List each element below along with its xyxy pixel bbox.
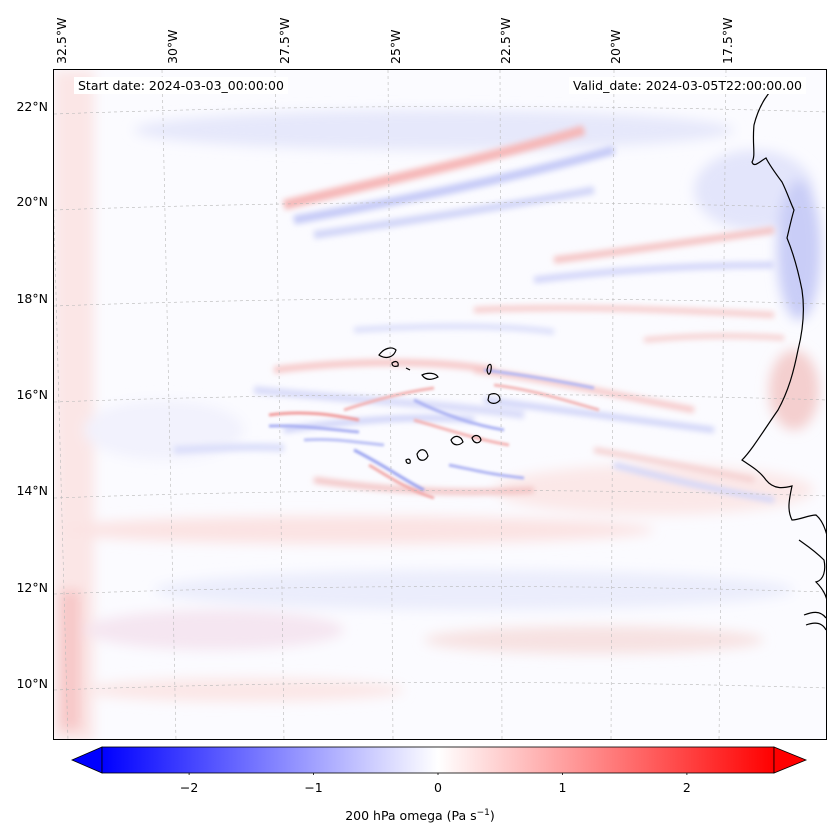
lat-label-22n: 22°N bbox=[16, 99, 48, 114]
omega-streaks bbox=[173, 125, 785, 503]
colorbar bbox=[70, 746, 808, 775]
colorbar-gradient bbox=[101, 746, 775, 774]
lat-label-20n: 20°N bbox=[16, 194, 48, 209]
lat-label-16n: 16°N bbox=[16, 387, 48, 402]
coastline bbox=[741, 83, 826, 631]
omega-field-map bbox=[54, 70, 826, 739]
lon-label-20w: 20°W bbox=[608, 29, 623, 64]
start-date-label: Start date: 2024-03-03_00:00:00 bbox=[74, 77, 288, 94]
colorbar-label-exponent: −1 bbox=[476, 808, 490, 818]
graticule bbox=[54, 70, 826, 739]
lon-label-22-5w: 22.5°W bbox=[498, 17, 513, 64]
colorbar-tick-label: 1 bbox=[558, 780, 567, 795]
cape-verde-islands bbox=[378, 347, 501, 464]
colorbar-tick-label: −1 bbox=[304, 780, 323, 795]
valid-date-label: Valid_date: 2024-03-05T22:00:00.00 bbox=[568, 77, 806, 94]
lat-label-18n: 18°N bbox=[16, 291, 48, 306]
lat-label-10n: 10°N bbox=[16, 676, 48, 691]
colorbar-tick-label: 0 bbox=[434, 780, 442, 795]
lon-label-32-5w: 32.5°W bbox=[54, 17, 69, 64]
colorbar-tick-label: −2 bbox=[179, 780, 199, 795]
lat-label-12n: 12°N bbox=[16, 580, 48, 595]
lon-label-27-5w: 27.5°W bbox=[277, 17, 292, 64]
colorbar-extend-min bbox=[70, 746, 103, 774]
lon-label-30w: 30°W bbox=[165, 29, 180, 64]
lon-label-25w: 25°W bbox=[388, 29, 403, 64]
lat-label-14n: 14°N bbox=[16, 483, 48, 498]
map-panel[interactable]: Start date: 2024-03-03_00:00:00 Valid_da… bbox=[53, 69, 827, 740]
colorbar-label: 200 hPa omega (Pa s−1) bbox=[345, 808, 495, 824]
lon-label-17-5w: 17.5°W bbox=[720, 17, 735, 64]
omega-broad-features bbox=[54, 70, 821, 739]
colorbar-tick-label: 2 bbox=[682, 780, 691, 795]
colorbar-extend-max bbox=[773, 746, 808, 774]
